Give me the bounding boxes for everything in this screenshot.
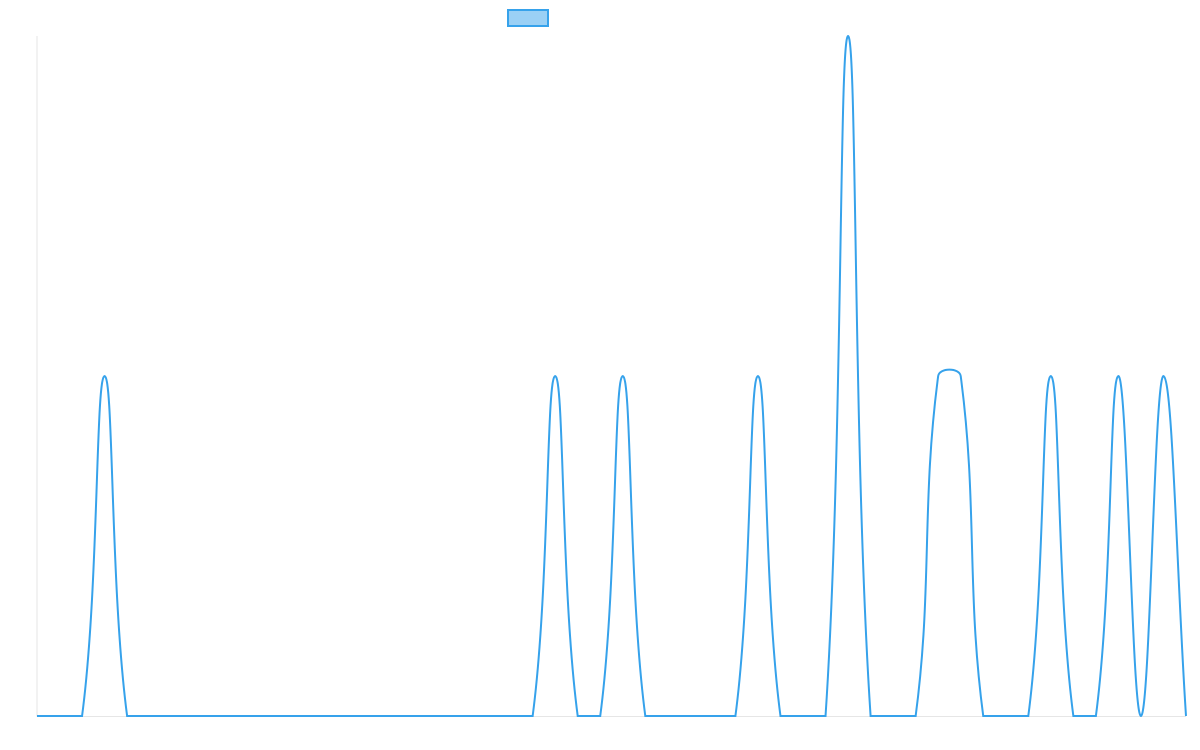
legend-swatch <box>507 9 549 27</box>
line-series <box>37 34 1187 718</box>
